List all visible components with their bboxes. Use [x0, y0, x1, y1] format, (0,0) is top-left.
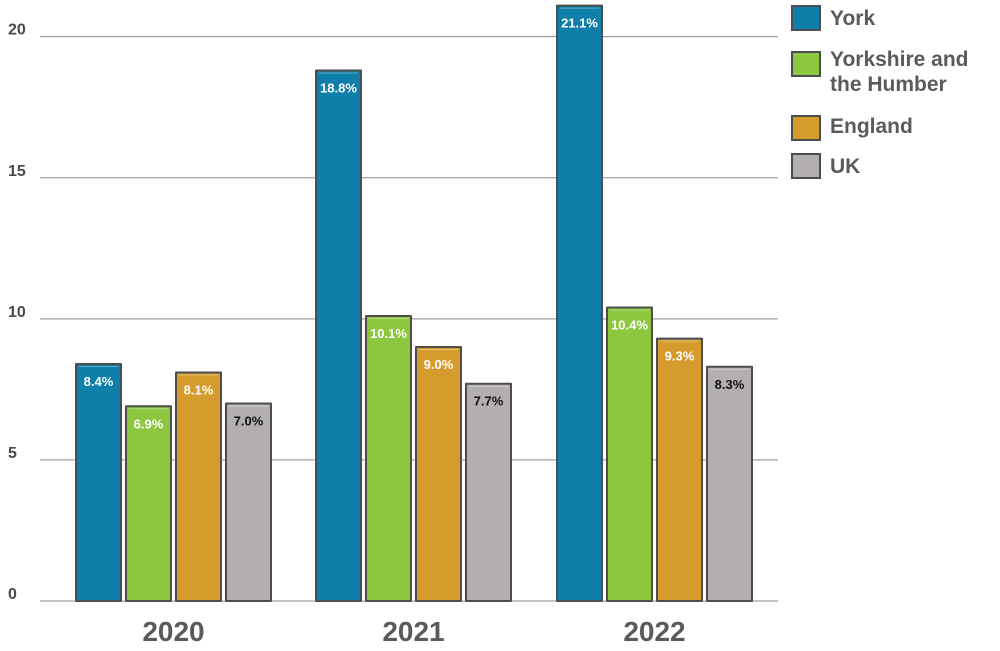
x-category-label: 2022 — [623, 616, 685, 647]
y-tick-label: 15 — [8, 163, 26, 180]
bar-york-2022 — [556, 4, 603, 603]
data-label: 21.1% — [561, 16, 598, 31]
bar-uk-2022 — [706, 365, 753, 603]
legend-swatch-york — [791, 5, 821, 31]
data-label: 9.0% — [424, 357, 454, 372]
legend-swatch-england — [791, 115, 821, 141]
x-category-label: 2020 — [142, 616, 204, 647]
bar-york-2020 — [75, 362, 122, 602]
bars — [75, 4, 753, 603]
data-label: 8.4% — [84, 374, 114, 389]
data-label: 10.4% — [611, 318, 648, 333]
bar-uk-2021 — [465, 382, 512, 602]
legend-label: England — [830, 115, 913, 138]
data-label: 8.1% — [184, 382, 214, 397]
legend-label: UK — [830, 155, 860, 178]
bar-yorkshire-and-the-humber-2022 — [606, 306, 653, 602]
bar-england-2022 — [656, 337, 703, 602]
legend-label: York — [830, 7, 875, 30]
bar-uk-2020 — [225, 402, 272, 602]
legend-label: Yorkshire and — [830, 48, 969, 71]
data-label: 6.9% — [134, 416, 164, 431]
x-axis-categories: 2020 2021 2022 — [142, 616, 685, 647]
y-tick-label: 5 — [8, 445, 17, 462]
data-label: 18.8% — [320, 81, 357, 96]
y-tick-label: 0 — [8, 586, 17, 603]
bar-england-2021 — [415, 346, 462, 602]
bar-yorkshire-and-the-humber-2021 — [365, 315, 412, 602]
legend-label: the Humber — [830, 73, 947, 96]
data-label: 10.1% — [370, 326, 407, 341]
data-label: 8.3% — [715, 377, 745, 392]
x-category-label: 2021 — [382, 616, 444, 647]
bar-yorkshire-and-the-humber-2020 — [125, 405, 172, 602]
bar-england-2020 — [175, 371, 222, 603]
y-axis-ticks: 0 5 10 15 20 — [8, 22, 26, 603]
bar-york-2021 — [315, 69, 362, 602]
y-tick-label: 10 — [8, 304, 26, 321]
legend-swatch-yorkshire-and-the-humber — [791, 51, 821, 77]
y-tick-label: 20 — [8, 22, 26, 39]
data-labels: 8.4% 6.9% 8.1% 7.0% 18.8% 10.1% 9.0% 7.7% 21.1% 1… — [84, 16, 745, 432]
legend-swatch-uk — [791, 153, 821, 179]
data-label: 7.0% — [234, 413, 264, 428]
data-label: 9.3% — [665, 349, 695, 364]
data-label: 7.7% — [474, 394, 504, 409]
